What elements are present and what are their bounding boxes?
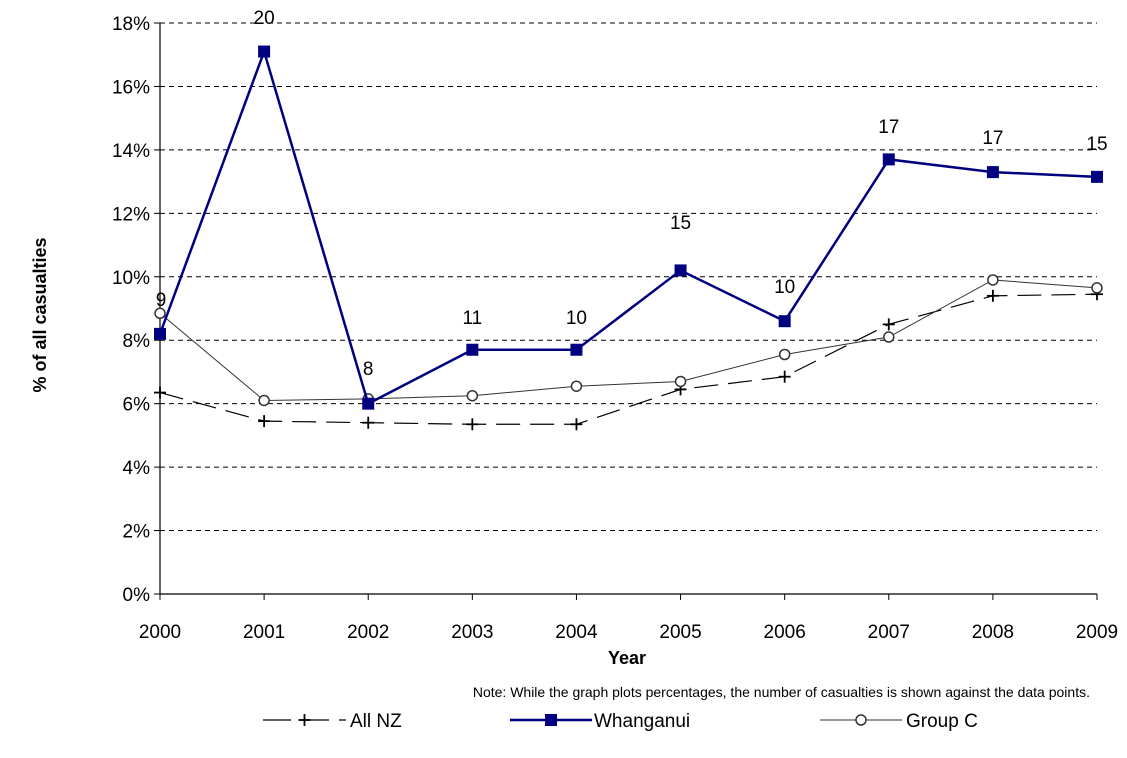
series-line-group-c: [159, 279, 1098, 401]
legend-item: Whanganui: [510, 711, 690, 732]
data-label: 15: [1086, 134, 1107, 155]
data-label: 10: [774, 277, 795, 298]
gridlines: [160, 22, 1097, 532]
data-point: [258, 415, 271, 428]
data-point: [466, 389, 479, 402]
x-tick-label: 2004: [555, 622, 598, 643]
x-tick-label: 2000: [139, 622, 181, 643]
data-point: [778, 315, 791, 328]
x-tick-label: 2002: [347, 622, 389, 643]
data-point: [258, 45, 271, 58]
data-point: [882, 153, 895, 166]
data-label: 17: [982, 128, 1003, 149]
data-label: 9: [156, 290, 167, 311]
chart-note: Note: While the graph plots percentages,…: [473, 684, 1090, 700]
data-point: [986, 289, 999, 302]
data-label: 20: [254, 8, 275, 29]
x-tick-label: 2003: [451, 622, 493, 643]
data-point: [154, 386, 166, 399]
y-tick-label: 8%: [123, 331, 151, 352]
y-tick-label: 18%: [112, 14, 150, 35]
legend-label: Group C: [906, 711, 978, 732]
data-point: [1091, 170, 1103, 183]
legend-marker: [298, 714, 311, 726]
data-label: 15: [670, 213, 691, 234]
data-point: [570, 418, 583, 431]
x-tick-labels: 2000 2001 2002 2003 2004 2005 2006 2007 2008 2009: [139, 622, 1118, 643]
legend-label: Whanganui: [594, 711, 690, 732]
x-tick-label: 2006: [764, 622, 806, 643]
y-tick-label: 12%: [112, 204, 150, 225]
data-point: [570, 380, 583, 392]
y-tick-label: 6%: [123, 395, 151, 416]
data-point: [466, 418, 479, 431]
data-point: [674, 264, 687, 277]
data-point: [778, 348, 791, 361]
y-axis-title: % of all casualties: [30, 237, 50, 392]
data-label: 17: [878, 117, 899, 138]
series-line-all-nz: [159, 293, 1098, 425]
legend-item: Group C: [820, 711, 978, 732]
data-point: [883, 331, 895, 343]
data-point: [674, 375, 687, 388]
x-tick-label: 2001: [243, 622, 285, 643]
data-point: [1091, 282, 1103, 294]
legend-label: All NZ: [350, 711, 402, 732]
x-tick-label: 2005: [659, 622, 701, 643]
data-point: [154, 307, 166, 320]
data-label: 10: [566, 308, 587, 329]
data-point: [466, 343, 479, 356]
data-point: [986, 166, 999, 179]
legend: All NZ Whanganui Group C: [263, 711, 978, 732]
y-tick-label: 14%: [112, 141, 150, 162]
series: [154, 45, 1103, 431]
x-axis-title: Year: [608, 648, 646, 668]
y-tick-label: 2%: [123, 522, 151, 543]
data-point: [362, 397, 375, 410]
legend-marker: [545, 714, 557, 726]
data-label: 8: [363, 359, 374, 380]
y-tick-labels: 0% 2% 4% 6% 8% 10% 12% 14% 16% 18%: [112, 14, 150, 606]
y-tick-label: 10%: [112, 268, 150, 289]
data-point: [362, 416, 375, 429]
data-labels: 9 20 8 11 10 15 10 17 17 15: [156, 8, 1108, 380]
data-point: [154, 327, 166, 340]
y-tick-label: 0%: [123, 585, 151, 606]
series-line-whanganui: [158, 47, 1098, 406]
y-tick-label: 4%: [123, 458, 151, 479]
legend-marker: [855, 714, 867, 726]
x-tick-label: 2008: [972, 622, 1014, 643]
data-label: 11: [462, 308, 482, 329]
data-point: [258, 394, 270, 407]
x-tick-label: 2007: [868, 622, 910, 643]
data-point: [778, 370, 791, 383]
data-point: [987, 274, 999, 286]
data-point: [882, 318, 895, 331]
legend-item: All NZ: [263, 711, 402, 732]
y-tick-label: 16%: [112, 77, 150, 98]
x-tick-label: 2009: [1076, 622, 1118, 643]
data-point: [570, 343, 583, 356]
